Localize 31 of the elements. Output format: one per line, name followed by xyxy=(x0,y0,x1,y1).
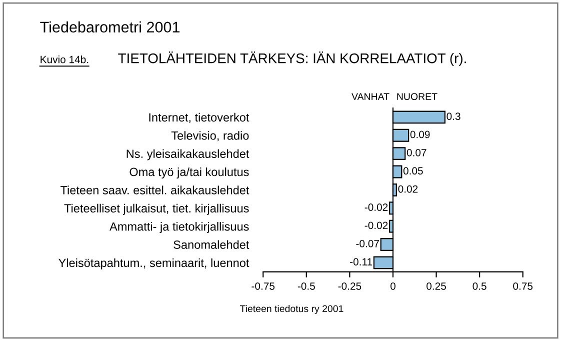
x-tick-label: 0.75 xyxy=(513,282,533,290)
x-tick-label: 0.25 xyxy=(426,282,446,290)
chart-title: TIETOLÄHTEIDEN TÄRKEYS: IÄN KORRELAATIOT (r). xyxy=(118,51,466,66)
data-label: -0.07 xyxy=(356,240,379,248)
y-tick-label: Tieteen saav. esittel. aikakauslehdet xyxy=(60,186,250,194)
x-tick-label: -0.25 xyxy=(338,282,362,290)
text: Kuvio 14b. xyxy=(40,56,88,64)
text: Tiedebarometri 2001 xyxy=(40,21,180,33)
x-tick-label: 0.5 xyxy=(472,282,486,290)
text: VANHAT xyxy=(352,93,390,100)
data-label: 0.3 xyxy=(446,112,460,120)
data-label: 0.05 xyxy=(403,167,423,175)
y-tick-label: Sanomalehdet xyxy=(174,240,250,249)
text: NUORET xyxy=(397,93,438,100)
data-label: -0.11 xyxy=(350,258,372,266)
x-tick-label: -0.75 xyxy=(252,282,275,290)
data-label: 0.09 xyxy=(410,130,430,138)
data-label: 0.02 xyxy=(398,185,418,193)
y-tick-label: Internet, tietoverkot xyxy=(149,112,250,123)
x-tick-label: -0.5 xyxy=(298,282,315,290)
y-tick-label: Ns. yleisaikakauslehdet xyxy=(126,149,250,160)
y-tick-label: Televisio, radio xyxy=(171,131,249,142)
y-tick-label: Yleisötapahtum., seminaarit, luennot xyxy=(58,258,250,270)
data-label: -0.02 xyxy=(364,204,388,211)
y-tick-label: Ammatti- ja tietokirjallisuus xyxy=(110,222,249,234)
y-tick-label: Tieteelliset julkaisut, tiet. kirjallisuus xyxy=(64,204,249,215)
x-tick-label: 0 xyxy=(390,282,396,290)
y-tick-label: Oma työ ja/tai koulutus xyxy=(130,167,249,178)
data-label: -0.02 xyxy=(364,222,388,230)
data-label: 0.07 xyxy=(406,148,426,156)
text: Tieteen tiedotus ry 2001 xyxy=(240,304,344,314)
